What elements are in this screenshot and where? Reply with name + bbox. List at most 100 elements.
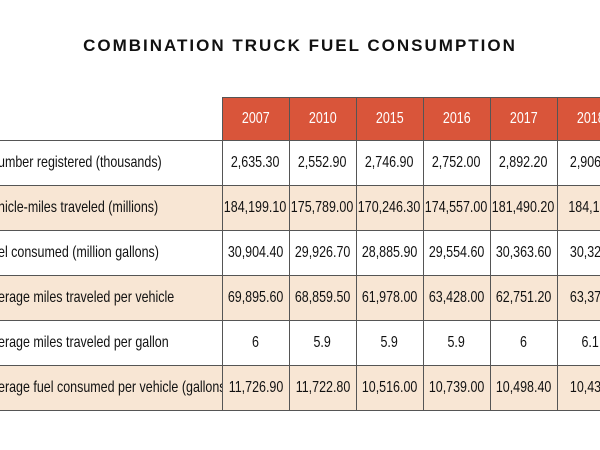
data-cell: 2,892.20 — [490, 140, 557, 185]
cell-text: 29,554.60 — [428, 243, 485, 261]
data-cell: 6.1 — [557, 320, 600, 365]
cell-text: 61,978.00 — [361, 288, 418, 306]
cell-text: 10,435. — [569, 378, 600, 396]
cell-text: el consumed (million gallons) — [0, 243, 159, 261]
cell-text: erage miles traveled per gallon — [0, 333, 169, 351]
title: COMBINATION TRUCK FUEL CONSUMPTION — [83, 36, 517, 55]
cell-text: 11,722.80 — [295, 378, 350, 396]
data-cell: 5.9 — [356, 320, 423, 365]
row-label: erage miles traveled per vehicle — [0, 275, 222, 320]
data-cell: 2,746.90 — [356, 140, 423, 185]
cell-text: 30,904.40 — [227, 243, 284, 261]
data-cell: 69,895.60 — [222, 275, 289, 320]
data-cell: 30,363.60 — [490, 230, 557, 275]
data-cell: 11,722.80 — [289, 365, 356, 410]
data-cell: 6 — [222, 320, 289, 365]
column-border — [289, 97, 290, 410]
header-cell: 2015 — [356, 97, 423, 140]
cell-text: 2016 — [442, 109, 471, 127]
data-cell: 184,165 — [557, 185, 600, 230]
header-cell: 2016 — [423, 97, 490, 140]
row-label: hicle-miles traveled (millions) — [0, 185, 222, 230]
row-border — [0, 365, 600, 366]
data-cell: 62,751.20 — [490, 275, 557, 320]
row-border — [0, 320, 600, 321]
cell-text: 6 — [252, 333, 259, 351]
cell-text: 2,752.00 — [432, 153, 481, 171]
row-label: umber registered (thousands) — [0, 140, 222, 185]
cell-text: 2015 — [375, 109, 404, 127]
cell-text: 30,363.60 — [495, 243, 552, 261]
row-border — [0, 410, 600, 411]
cell-text: 2,892.20 — [499, 153, 548, 171]
cell-text: erage fuel consumed per vehicle (gallons… — [0, 378, 230, 396]
column-border — [423, 97, 424, 410]
data-cell: 170,246.30 — [356, 185, 423, 230]
data-cell: 5.9 — [289, 320, 356, 365]
cell-text: 5.9 — [380, 333, 399, 351]
row-border — [0, 140, 600, 141]
data-cell: 29,926.70 — [289, 230, 356, 275]
cell-text: 5.9 — [313, 333, 332, 351]
cell-text: 2,906.0 — [569, 153, 600, 171]
cell-text: 6.1 — [581, 333, 600, 351]
data-cell: 181,490.20 — [490, 185, 557, 230]
cell-text: 69,895.60 — [227, 288, 284, 306]
cell-text: 5.9 — [447, 333, 466, 351]
header-cell: 2017 — [490, 97, 557, 140]
cell-text: 63,428.00 — [428, 288, 485, 306]
cell-text: hicle-miles traveled (millions) — [0, 198, 159, 216]
cell-text: 10,739.00 — [428, 378, 485, 396]
row-label: el consumed (million gallons) — [0, 230, 222, 275]
data-cell: 68,859.50 — [289, 275, 356, 320]
column-border — [356, 97, 357, 410]
cell-text: 10,498.40 — [495, 378, 552, 396]
cell-text: umber registered (thousands) — [0, 153, 162, 171]
cell-text: erage miles traveled per vehicle — [0, 288, 175, 306]
cell-text: 62,751.20 — [495, 288, 552, 306]
cell-text: 6 — [520, 333, 527, 351]
data-cell: 11,726.90 — [222, 365, 289, 410]
data-cell: 63,428.00 — [423, 275, 490, 320]
cell-text: 11,726.90 — [228, 378, 283, 396]
cell-text: 10,516.00 — [361, 378, 418, 396]
data-cell: 29,554.60 — [423, 230, 490, 275]
cell-text: 28,885.90 — [361, 243, 418, 261]
row-label: erage miles traveled per gallon — [0, 320, 222, 365]
column-border — [222, 97, 223, 410]
row-border — [0, 230, 600, 231]
data-cell: 175,789.00 — [289, 185, 356, 230]
row-border — [0, 185, 600, 186]
cell-text: 63,373. — [569, 288, 600, 306]
cell-text: 184,199.10 — [224, 198, 287, 216]
cell-text: 181,490.20 — [492, 198, 555, 216]
cell-text: 174,557.00 — [425, 198, 488, 216]
data-cell: 2,552.90 — [289, 140, 356, 185]
column-border — [557, 97, 558, 410]
header-cell: 2010 — [289, 97, 356, 140]
cell-text: 29,926.70 — [294, 243, 351, 261]
cell-text: 175,789.00 — [291, 198, 354, 216]
cell-text: 68,859.50 — [294, 288, 351, 306]
cell-text: 2,635.30 — [231, 153, 280, 171]
row-border — [0, 275, 600, 276]
header-cell: 2007 — [222, 97, 289, 140]
data-cell: 10,516.00 — [356, 365, 423, 410]
data-cell: 184,199.10 — [222, 185, 289, 230]
data-cell: 2,752.00 — [423, 140, 490, 185]
data-cell: 2,906.0 — [557, 140, 600, 185]
data-cell: 63,373. — [557, 275, 600, 320]
data-cell: 10,739.00 — [423, 365, 490, 410]
data-cell: 10,498.40 — [490, 365, 557, 410]
cell-text: 170,246.30 — [358, 198, 421, 216]
data-cell: 5.9 — [423, 320, 490, 365]
cell-text: 2007 — [241, 109, 270, 127]
data-cell: 6 — [490, 320, 557, 365]
data-cell: 2,635.30 — [222, 140, 289, 185]
cell-text: 2,552.90 — [298, 153, 347, 171]
data-cell: 30,325. — [557, 230, 600, 275]
data-cell: 61,978.00 — [356, 275, 423, 320]
